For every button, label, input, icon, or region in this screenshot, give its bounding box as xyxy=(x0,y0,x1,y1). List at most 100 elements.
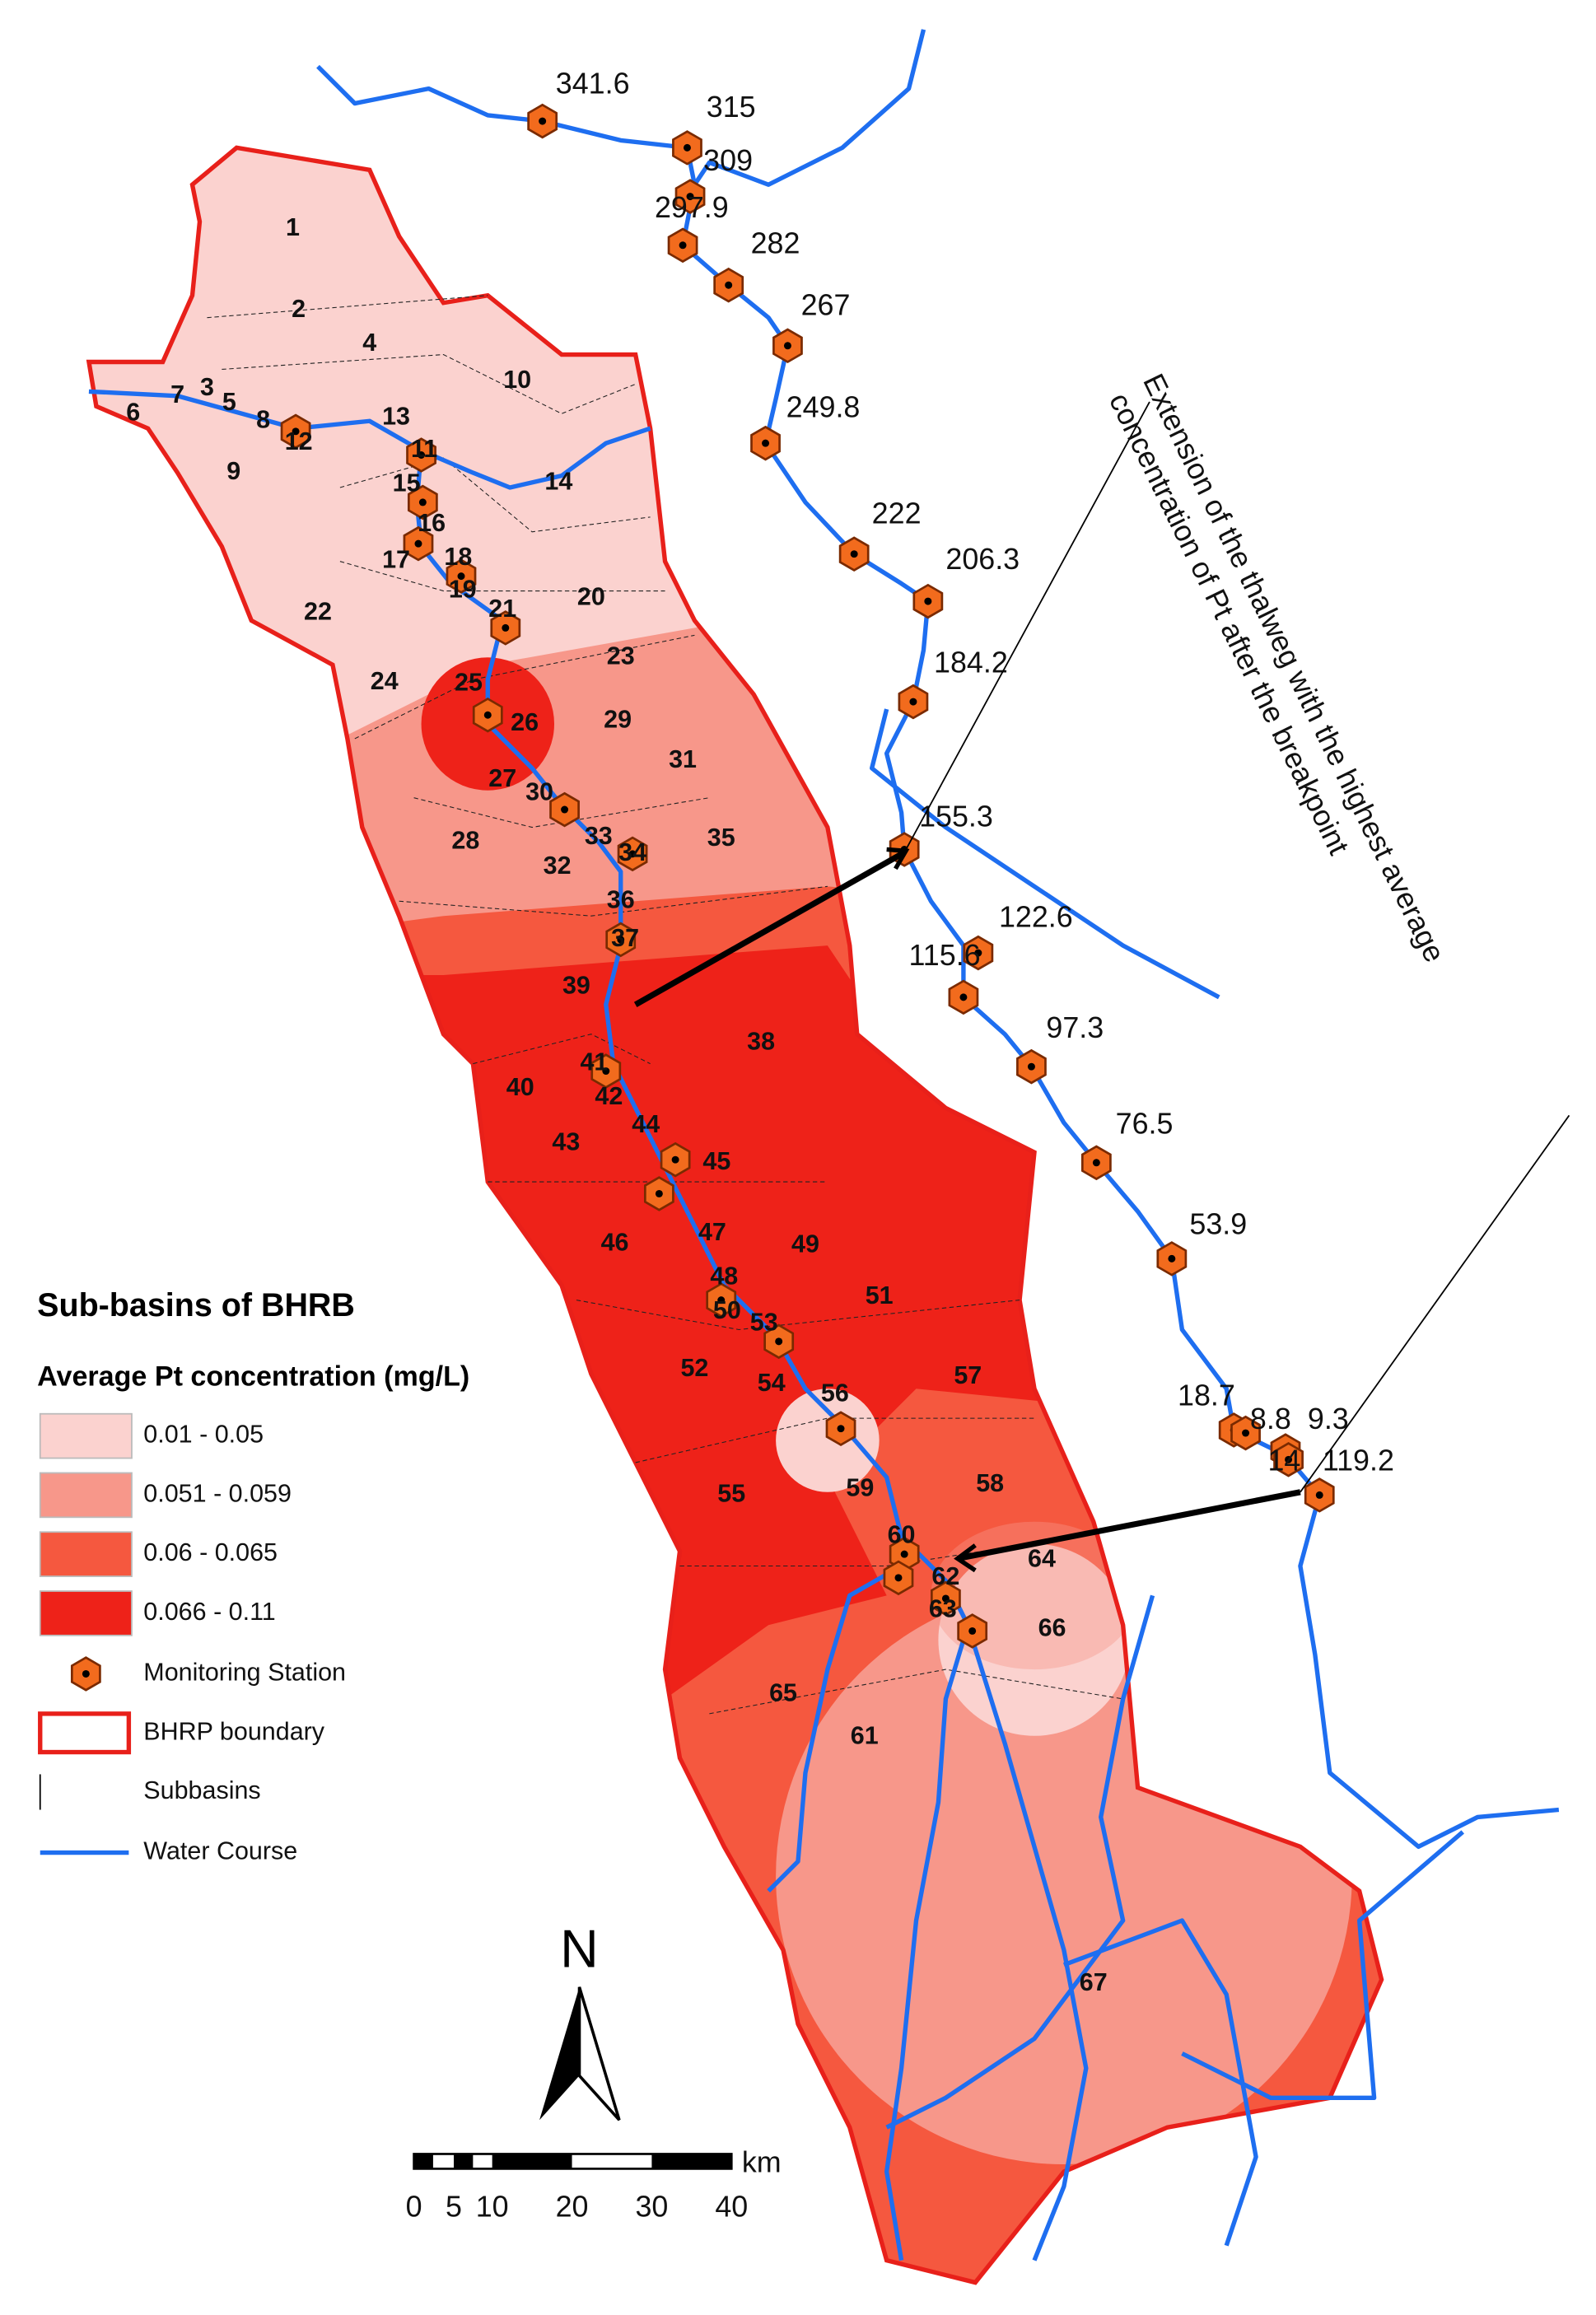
annotation-line: concentration of Pt after the breakpoint xyxy=(1103,388,1356,860)
station-marker-dot xyxy=(941,1594,950,1603)
subbasin-label: 17 xyxy=(382,546,410,574)
station-label: 8.8 xyxy=(1250,1403,1291,1435)
scale-label: 5 xyxy=(446,2190,462,2223)
station-marker-dot xyxy=(483,711,492,719)
subbasin-label: 32 xyxy=(544,852,572,880)
station-label: 206.3 xyxy=(945,543,1020,576)
monitoring-station-dot xyxy=(539,117,547,125)
scale-segment xyxy=(492,2154,572,2169)
station-marker-dot xyxy=(617,936,625,944)
monitoring-station-dot xyxy=(909,698,917,706)
legend-subtitle: Average Pt concentration (mg/L) xyxy=(37,1361,469,1393)
station-marker-dot xyxy=(775,1337,783,1346)
monitoring-station-dot xyxy=(783,342,791,350)
zone xyxy=(88,147,1382,768)
subbasin-label: 1 xyxy=(286,213,300,241)
station-label: 115.6 xyxy=(909,939,981,972)
monitoring-station-dot xyxy=(1092,1159,1100,1167)
subbasin-label: 21 xyxy=(488,595,516,623)
station-label: 53.9 xyxy=(1189,1207,1247,1240)
scale-bar: 0 5 10 20 30 40 km xyxy=(406,2145,782,2223)
subbasin-label: 37 xyxy=(611,924,639,952)
monitoring-station-dot xyxy=(1242,1429,1250,1437)
subbasin-label: 58 xyxy=(976,1469,1004,1497)
subbasin-label: 53 xyxy=(750,1308,778,1336)
station-marker-dot xyxy=(292,427,300,436)
scale-segment xyxy=(651,2154,732,2169)
station-label: 341.6 xyxy=(556,68,630,100)
subbasin-label: 23 xyxy=(607,642,635,670)
subbasin-label: 28 xyxy=(451,827,479,855)
subbasin-label: 33 xyxy=(585,822,613,850)
subbasin-label: 62 xyxy=(931,1562,959,1590)
subbasin-label: 48 xyxy=(710,1263,738,1291)
subbasin-label: 38 xyxy=(747,1028,775,1056)
unlabelled-stations xyxy=(280,413,988,1649)
station-label: 184.2 xyxy=(934,646,1008,679)
subbasin-label: 5 xyxy=(222,388,236,416)
monitoring-station-dot xyxy=(686,193,694,201)
station-label: 267 xyxy=(801,289,851,322)
station-marker-dot xyxy=(900,1550,908,1558)
subbasin-label: 30 xyxy=(525,777,553,805)
subbasin-label: 67 xyxy=(1080,1968,1108,1996)
subbasin-label: 66 xyxy=(1038,1614,1066,1642)
legend-label: Water Course xyxy=(143,1837,297,1865)
legend-label: Subbasins xyxy=(143,1776,260,1804)
station-label: 122.6 xyxy=(999,900,1073,933)
legend-station-dot xyxy=(82,1669,90,1678)
subbasin-label: 8 xyxy=(256,405,270,433)
subbasin-label: 64 xyxy=(1028,1544,1056,1572)
scale-label: 30 xyxy=(635,2190,668,2223)
subbasin-label: 14 xyxy=(544,468,572,496)
subbasin-label: 45 xyxy=(702,1147,730,1175)
monitoring-station-dot xyxy=(959,993,968,1001)
subbasin-label: 49 xyxy=(791,1230,819,1258)
basin-boundary xyxy=(86,145,1384,2285)
station-marker-dot xyxy=(602,1067,610,1076)
subbasin-label: 31 xyxy=(669,745,697,773)
subbasin-label: 4 xyxy=(362,329,376,357)
scale-segment xyxy=(413,2154,433,2169)
station-marker-dot xyxy=(561,805,569,814)
station-marker-dot xyxy=(655,1189,663,1197)
legend-label: BHRP boundary xyxy=(143,1717,324,1745)
station-marker-dot xyxy=(628,850,637,858)
monitoring-station-dot xyxy=(850,550,858,558)
station-marker-dot xyxy=(968,1627,977,1635)
station-label: 315 xyxy=(707,91,756,124)
station-marker-dot xyxy=(457,572,465,581)
subbasin-label: 56 xyxy=(821,1379,849,1407)
subbasin-label: 60 xyxy=(888,1521,916,1549)
station-label: 76.5 xyxy=(1116,1107,1174,1140)
legend: Sub-basins of BHRB Average Pt concentrat… xyxy=(37,1287,469,1865)
subbasin-label: 52 xyxy=(680,1354,708,1382)
subbasin-label: 10 xyxy=(503,366,531,394)
station-marker-dot xyxy=(837,1425,845,1433)
subbasin-label: 55 xyxy=(717,1479,745,1507)
subbasin-label: 63 xyxy=(929,1594,957,1622)
station-marker-dot xyxy=(717,1296,726,1305)
legend-boundary xyxy=(38,1711,132,1755)
subbasin-label: 34 xyxy=(618,838,646,866)
station-label: 282 xyxy=(751,226,800,259)
subbasin-label: 46 xyxy=(601,1228,629,1256)
subbasin-label: 16 xyxy=(418,509,446,537)
subbasin-label: 6 xyxy=(126,398,140,426)
subbasin-label: 26 xyxy=(511,708,539,736)
subbasin-label: 39 xyxy=(562,971,590,999)
legend-label: 0.06 - 0.065 xyxy=(143,1538,278,1566)
scale-segment xyxy=(454,2154,474,2169)
subbasin-label: 29 xyxy=(604,705,632,733)
legend-swatch xyxy=(39,1412,133,1459)
subbasin-label: 18 xyxy=(444,543,472,571)
subbasin-label: 47 xyxy=(698,1218,726,1246)
subbasin-label: 51 xyxy=(866,1281,894,1309)
scale-label: 10 xyxy=(476,2190,509,2223)
north-arrow: N xyxy=(539,1920,621,2121)
subbasin-label: 19 xyxy=(449,576,477,604)
legend-title: Sub-basins of BHRB xyxy=(37,1287,355,1323)
station-marker-dot xyxy=(671,1155,679,1164)
monitoring-station-dot xyxy=(1285,1455,1293,1463)
subbasin-label: 54 xyxy=(758,1369,786,1397)
